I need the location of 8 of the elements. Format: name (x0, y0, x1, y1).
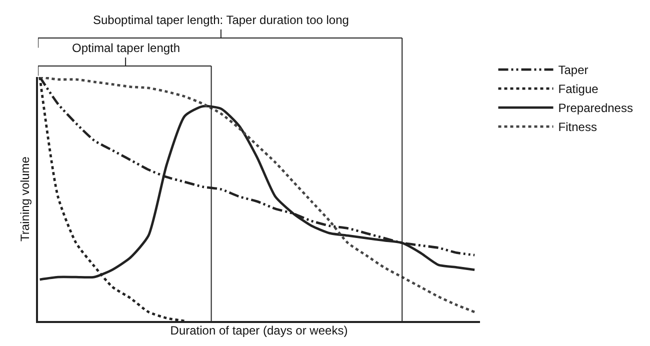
legend-label: Taper (558, 63, 588, 78)
text: Suboptimal taper length: Taper duration too long (93, 13, 349, 27)
x-axis-title: Duration of taper (days or weeks) (170, 324, 348, 338)
legend-label: Fitness (558, 120, 597, 134)
legend-label: Fatigue (558, 82, 599, 96)
y-axis-title: Training volume (18, 156, 32, 242)
text: Optimal taper length (72, 41, 180, 55)
legend-label: Preparedness (558, 101, 633, 116)
